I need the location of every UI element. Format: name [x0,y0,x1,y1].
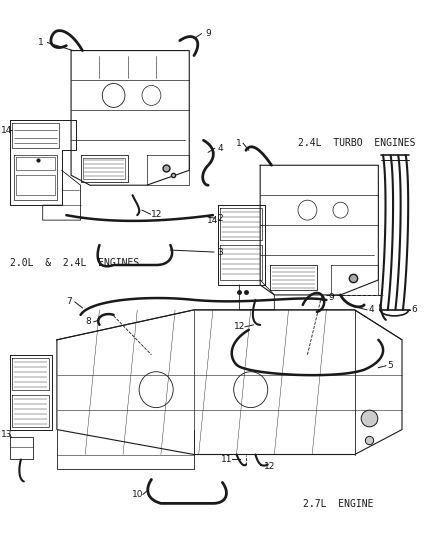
Text: 12: 12 [264,462,276,471]
Text: 2.4L  TURBO  ENGINES: 2.4L TURBO ENGINES [298,139,416,148]
Text: 9: 9 [328,294,334,302]
Text: 7: 7 [66,297,72,306]
Text: 9: 9 [205,29,211,38]
Text: 14: 14 [207,216,219,224]
Text: 12: 12 [151,209,162,219]
Text: 2.0L  &  2.4L  ENGINES: 2.0L & 2.4L ENGINES [10,258,139,268]
Text: 14: 14 [1,126,12,135]
Text: 4: 4 [369,305,374,314]
Text: 12: 12 [234,322,245,332]
Text: 8: 8 [85,317,91,326]
Text: 2: 2 [218,214,223,223]
Text: 6: 6 [411,305,417,314]
Text: 2.7L  ENGINE: 2.7L ENGINE [303,499,373,510]
Text: 11: 11 [221,455,233,464]
Text: 10: 10 [131,490,143,499]
Text: 4: 4 [218,144,223,153]
Text: 1: 1 [38,38,44,47]
Text: 1: 1 [236,139,241,148]
Text: 13: 13 [1,430,13,439]
Text: 5: 5 [388,361,393,370]
Text: 3: 3 [218,247,223,256]
